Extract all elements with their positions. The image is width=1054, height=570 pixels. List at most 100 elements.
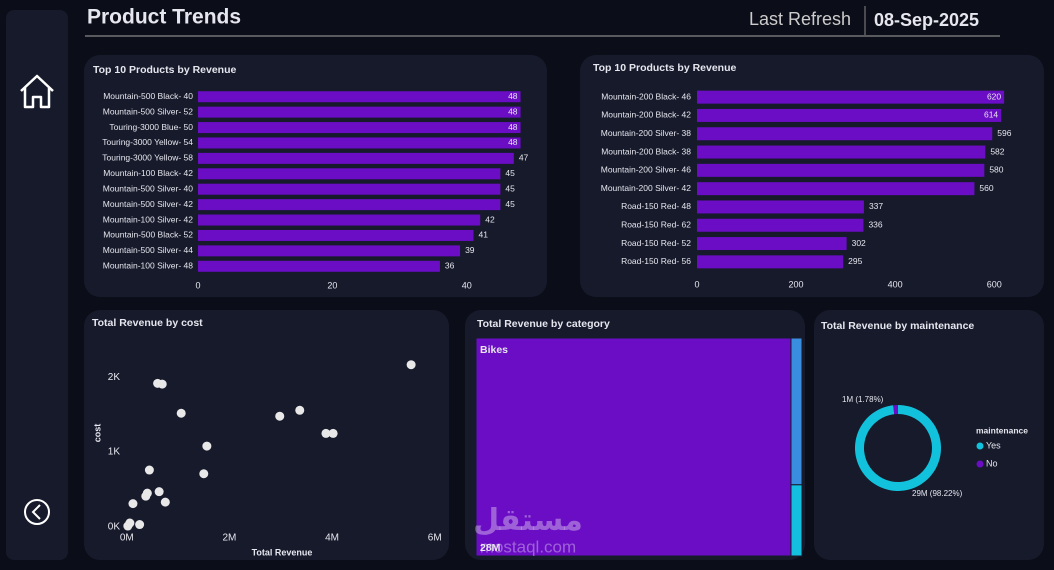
back-button[interactable] <box>24 499 50 525</box>
bar <box>198 91 521 103</box>
category-label: Mountain-100 Silver- 48 <box>103 261 194 271</box>
tile <box>790 337 803 486</box>
chart-title: Total Revenue by category <box>477 318 610 330</box>
bar <box>697 163 985 177</box>
category-label: Road-150 Red- 56 <box>621 256 691 266</box>
card <box>84 310 449 560</box>
watermark: مستقل <box>473 504 583 537</box>
legend-label: No <box>986 458 998 468</box>
sidebar <box>6 10 68 560</box>
legend-label: Yes <box>986 440 1001 450</box>
point <box>202 441 212 451</box>
refresh-label: Last Refresh <box>749 9 851 29</box>
home-icon[interactable] <box>20 74 54 109</box>
bar <box>198 152 514 164</box>
x-tick-label: 6M <box>428 533 442 544</box>
bar <box>697 255 844 269</box>
x-tick-label: 2M <box>222 533 236 544</box>
data-label: 337 <box>869 201 883 211</box>
point <box>160 497 170 507</box>
data-label: 580 <box>989 165 1003 175</box>
category-label: Mountain-100 Silver- 42 <box>103 214 194 224</box>
category-label: Mountain-200 Black- 46 <box>601 91 691 101</box>
data-label: 295 <box>848 256 862 266</box>
category-label: Mountain-500 Black- 40 <box>103 91 193 101</box>
category-label: Road-150 Red- 52 <box>621 238 691 248</box>
data-label: 47 <box>519 153 529 163</box>
category-label: Mountain-200 Silver- 42 <box>601 183 692 193</box>
category-label: Mountain-200 Black- 42 <box>601 110 691 120</box>
tile <box>790 484 803 557</box>
category-label: Mountain-500 Silver- 52 <box>103 106 194 116</box>
chart-title: Total Revenue by cost <box>92 317 203 329</box>
point <box>328 428 338 438</box>
data-label: 48 <box>508 122 518 132</box>
x-axis-label: Total Revenue <box>252 547 313 557</box>
category-label: Touring-3000 Blue- 50 <box>109 122 193 132</box>
data-label: 29M (98.22%) <box>912 489 963 498</box>
x-tick-label: 200 <box>789 279 804 289</box>
point <box>157 379 167 389</box>
category-label: Mountain-200 Black- 38 <box>601 146 691 156</box>
point <box>141 491 151 501</box>
data-label: 45 <box>505 168 515 178</box>
charts: Top 10 Products by Revenue 0 20 40 Mountain-… <box>92 62 1028 558</box>
point <box>199 469 209 479</box>
bar <box>697 145 986 159</box>
data-label: 42 <box>485 214 495 224</box>
category-label: Touring-3000 Yellow- 58 <box>102 153 193 163</box>
bar <box>697 90 1005 104</box>
tile-value: 28M <box>480 542 501 554</box>
data-label: 45 <box>505 199 515 209</box>
bar <box>198 122 521 134</box>
data-label: 36 <box>445 261 455 271</box>
chart-title: Top 10 Products by Revenue <box>593 62 736 74</box>
point <box>176 408 186 418</box>
data-label: 336 <box>868 220 882 230</box>
x-tick-label: 0 <box>195 280 200 290</box>
point <box>295 405 305 415</box>
category-label: Mountain-200 Silver- 38 <box>601 128 692 138</box>
bar <box>697 237 847 251</box>
chart-title: Total Revenue by maintenance <box>821 320 974 332</box>
legend-swatch <box>976 460 984 468</box>
data-label: 41 <box>479 230 489 240</box>
point <box>144 465 154 475</box>
bar <box>198 245 461 257</box>
point <box>154 487 164 497</box>
data-label: 45 <box>505 183 515 193</box>
category-label: Road-150 Red- 48 <box>621 201 691 211</box>
bar <box>198 199 501 211</box>
data-label: 1M (1.78%) <box>842 395 884 404</box>
bar <box>198 106 521 118</box>
category-label: Mountain-500 Silver- 40 <box>103 183 194 193</box>
x-tick-label: 40 <box>462 280 472 290</box>
bar <box>697 218 864 232</box>
point <box>123 521 133 531</box>
bar <box>198 137 521 149</box>
bar <box>697 127 993 141</box>
bar <box>697 200 864 214</box>
point <box>406 360 416 370</box>
x-tick-label: 0 <box>694 279 699 289</box>
card <box>814 310 1044 560</box>
legend-swatch <box>976 442 984 450</box>
chart-title: Top 10 Products by Revenue <box>93 64 236 76</box>
data-label: 596 <box>997 128 1011 138</box>
bar <box>198 260 440 272</box>
bar <box>697 108 1002 122</box>
y-axis-label: cost <box>92 424 102 443</box>
category-label: Mountain-500 Silver- 42 <box>103 199 194 209</box>
category-label: Mountain-500 Black- 52 <box>103 230 193 240</box>
bar <box>198 214 481 226</box>
category-label: Mountain-200 Silver- 46 <box>601 165 692 175</box>
x-tick-label: 4M <box>325 533 339 544</box>
data-label: 582 <box>990 146 1004 156</box>
data-label: 39 <box>465 245 475 255</box>
tile-label: Bikes <box>480 344 508 356</box>
point <box>135 520 145 530</box>
bar <box>697 182 975 196</box>
category-label: Touring-3000 Yellow- 54 <box>102 137 193 147</box>
data-label: 620 <box>987 91 1001 101</box>
